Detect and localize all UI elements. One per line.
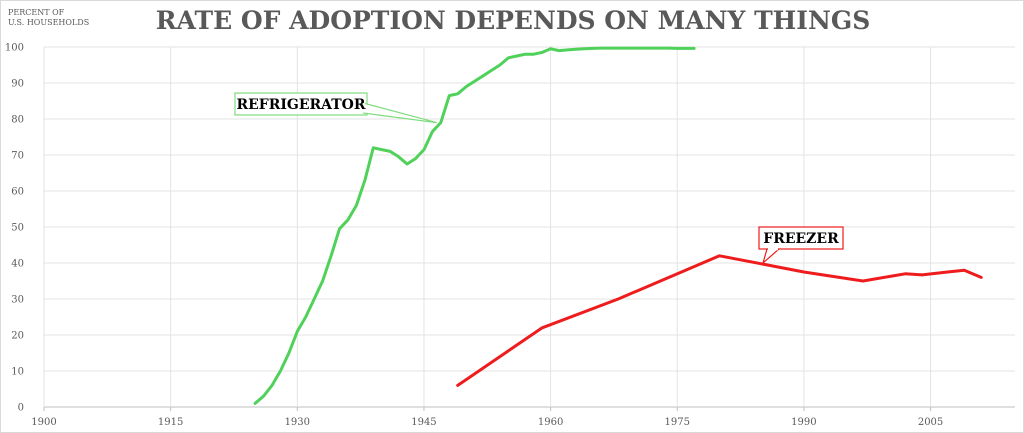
callout-seam	[360, 102, 366, 114]
x-tick-label: 2005	[918, 417, 943, 428]
y-tick-label: 20	[11, 331, 24, 342]
y-axis-label-line-2: U.S. HOUSEHOLDS	[8, 18, 89, 27]
grid-lines	[43, 46, 1015, 411]
y-tick-label: 40	[11, 259, 24, 270]
series-lines	[253, 46, 983, 405]
x-tick-label: 1960	[538, 417, 563, 428]
series-line-refrigerator	[253, 46, 696, 405]
y-tick-label: 80	[11, 115, 24, 126]
y-tick-label: 60	[11, 187, 24, 198]
callout-pointer	[761, 248, 781, 265]
y-tick-label: 90	[11, 79, 24, 90]
callout-box	[758, 226, 844, 250]
callouts: REFRIGERATOR FREEZER	[234, 92, 844, 265]
y-tick-label: 100	[5, 43, 24, 54]
callout-freezer: FREEZER	[758, 226, 844, 265]
y-axis-label-line-1: PERCENT OF	[8, 8, 65, 17]
x-tick-labels: 1900 1915 1930 1945 1960 1975 1990 2005	[31, 417, 943, 428]
callout-label: REFRIGERATOR	[236, 97, 365, 113]
y-tick-label: 10	[11, 367, 24, 378]
series-line-freezer	[456, 254, 983, 387]
x-tick-label: 1900	[31, 417, 56, 428]
x-tick-label: 1915	[158, 417, 183, 428]
x-tick-label: 1990	[791, 417, 816, 428]
callout-pointer	[362, 102, 437, 124]
y-tick-labels: 0 10 20 30 40 50 60 70 80 90 100	[5, 43, 24, 414]
x-tick-label: 1975	[665, 417, 690, 428]
callout-label: FREEZER	[763, 231, 839, 247]
x-tick-label: 1930	[285, 417, 310, 428]
y-tick-label: 0	[18, 403, 24, 414]
y-tick-label: 70	[11, 151, 24, 162]
chart-title: RATE OF ADOPTION DEPENDS ON MANY THINGS	[156, 6, 871, 35]
x-tick-label: 1945	[411, 417, 436, 428]
y-tick-label: 50	[11, 223, 24, 234]
y-tick-label: 30	[11, 295, 24, 306]
callout-refrigerator: REFRIGERATOR	[234, 92, 437, 124]
